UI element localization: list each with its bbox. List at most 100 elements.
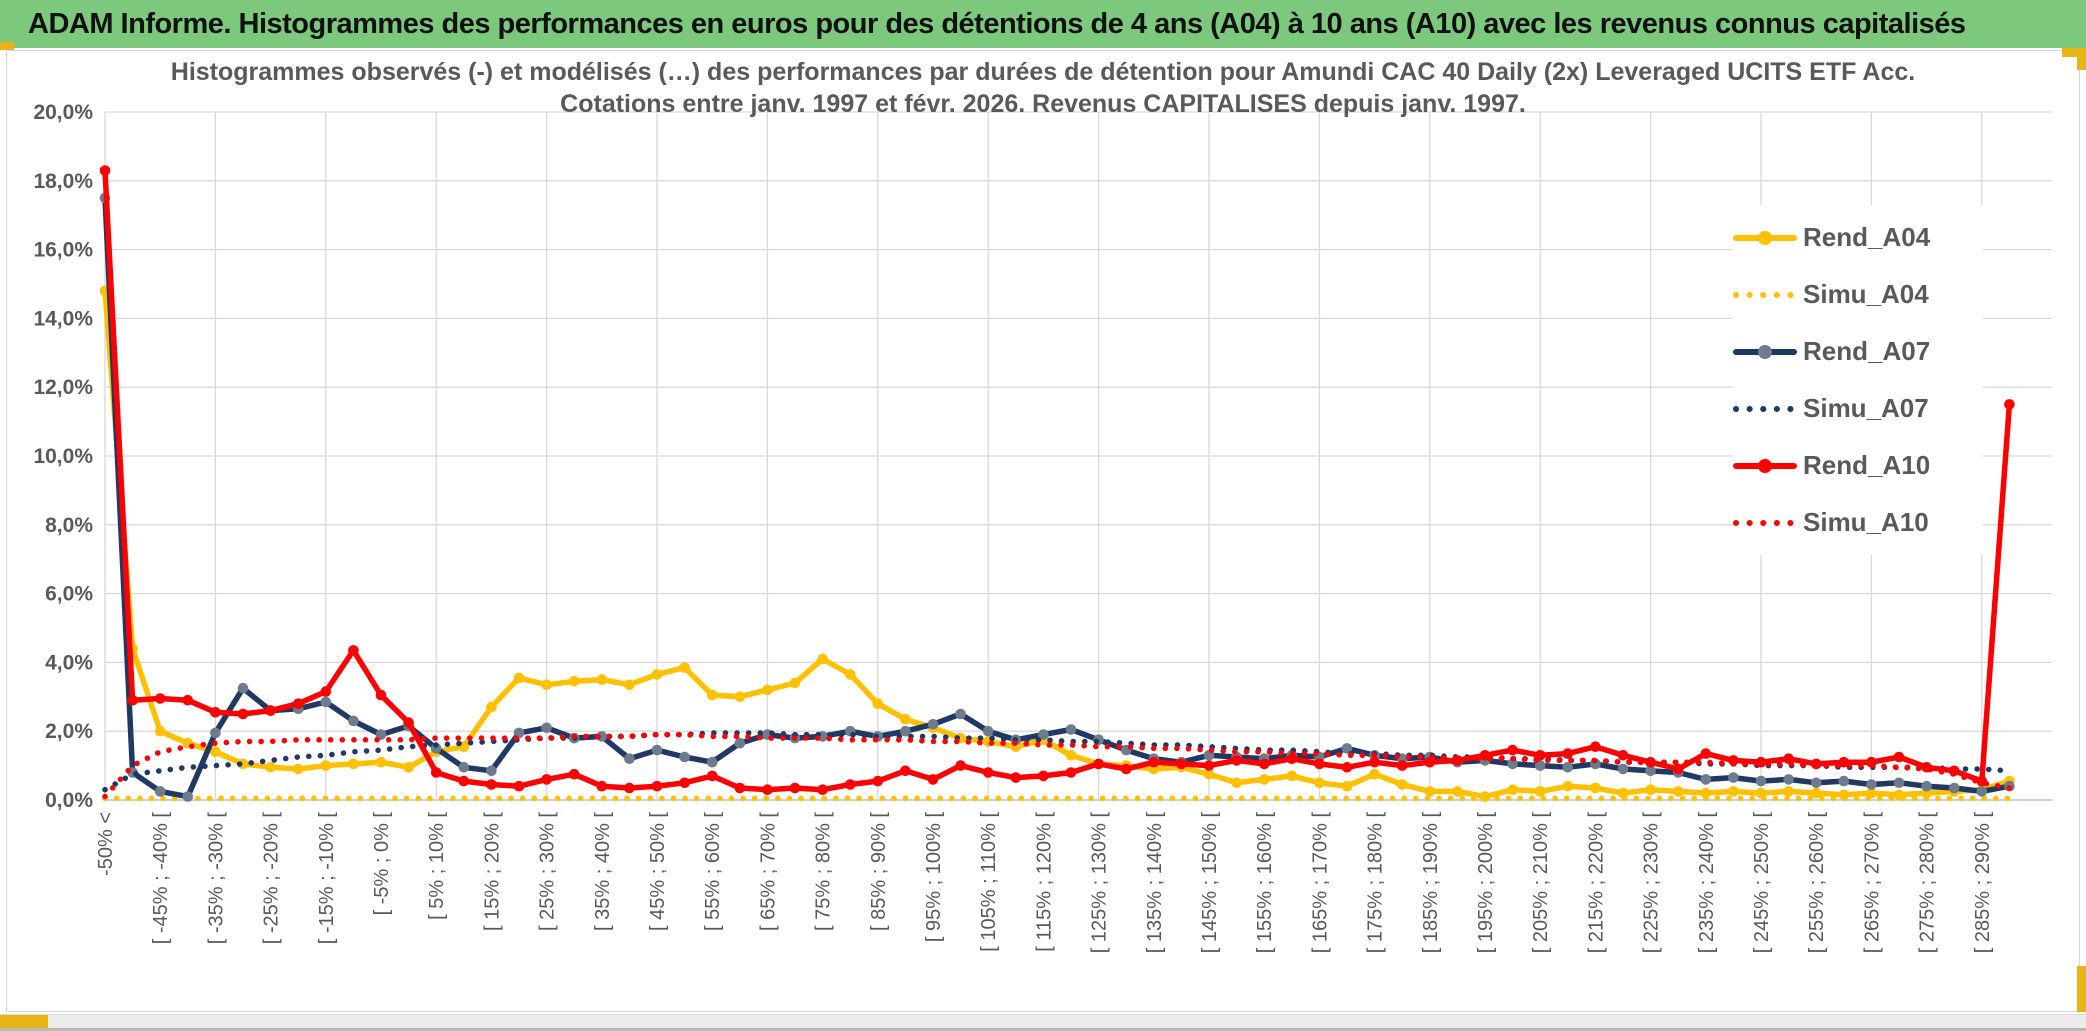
x-tick-label: [ -25% ; -20% [ [261, 812, 283, 945]
selection-handle-top-left[interactable] [0, 42, 14, 50]
data-point [900, 713, 911, 725]
data-point [99, 165, 111, 176]
data-point [320, 760, 332, 771]
selection-handle-right-edge[interactable] [2077, 48, 2086, 70]
legend-entry-Rend_A07[interactable]: Rend_A07 [1733, 323, 1983, 380]
x-tick-label: [ 85% ; 90% [ [868, 812, 890, 931]
data-point [320, 686, 332, 697]
x-tick-label: [ 145% ; 150% [ [1199, 812, 1221, 954]
data-point [1507, 744, 1518, 756]
scrollbar-thumb[interactable] [0, 1015, 48, 1028]
data-point [1065, 767, 1077, 778]
data-point [1120, 763, 1132, 775]
legend-key-icon [1733, 405, 1797, 412]
data-point [513, 780, 525, 792]
data-point [762, 784, 773, 795]
data-point [375, 756, 387, 768]
data-point [513, 672, 525, 684]
data-point [1038, 729, 1049, 740]
data-point [734, 691, 746, 703]
horizontal-scrollbar[interactable] [0, 1014, 2086, 1028]
data-point [651, 744, 663, 756]
data-point [1893, 751, 1905, 763]
x-tick-label: [ 65% ; 70% [ [757, 812, 779, 931]
data-point [568, 676, 580, 687]
selection-handle-top-right[interactable] [2062, 48, 2086, 57]
data-point [1258, 774, 1270, 785]
x-tick-label: [ 155% ; 160% [ [1254, 812, 1276, 954]
legend-entry-Rend_A04[interactable]: Rend_A04 [1733, 209, 1983, 266]
x-tick-label: [ 225% ; 230% [ [1641, 812, 1663, 954]
legend-label: Rend_A10 [1803, 450, 1931, 480]
data-point [1369, 768, 1380, 780]
data-point [1341, 780, 1353, 792]
data-point [900, 725, 911, 737]
data-point [1314, 758, 1325, 770]
data-point [541, 679, 552, 691]
data-point [458, 775, 470, 787]
data-point [1645, 765, 1656, 777]
y-tick-label: 10,0% [33, 445, 93, 468]
legend-entry-Simu_A04[interactable]: Simu_A04 [1733, 266, 1983, 323]
data-point [1645, 784, 1656, 795]
legend-label: Simu_A07 [1803, 393, 1929, 423]
series-line-Rend_A10[interactable] [102, 167, 2013, 793]
series-line-Rend_A04[interactable] [102, 288, 2013, 800]
data-point [1396, 760, 1408, 771]
series-Rend_A10[interactable] [99, 165, 2015, 795]
data-point [541, 722, 552, 734]
data-point [1866, 779, 1877, 790]
data-point [1314, 777, 1325, 789]
x-tick-label: [ 125% ; 130% [ [1089, 812, 1111, 954]
series-Rend_A04[interactable] [99, 285, 2015, 802]
data-point [1783, 786, 1794, 797]
series-line-Simu_A10[interactable] [102, 731, 2013, 800]
series-Rend_A07[interactable] [99, 192, 2015, 802]
x-tick-label: [ 45% ; 50% [ [647, 812, 669, 931]
data-point [486, 779, 497, 790]
data-point [706, 756, 718, 768]
x-tick-label: [ 35% ; 40% [ [592, 812, 614, 931]
data-point [1562, 780, 1574, 792]
data-point [1341, 743, 1353, 754]
data-point [596, 780, 608, 792]
x-tick-label: [ 55% ; 60% [ [702, 812, 724, 931]
legend-entry-Simu_A07[interactable]: Simu_A07 [1733, 380, 1983, 437]
chart-legend[interactable]: Rend_A04 Simu_A04 Rend_A07 Simu_A07 Rend_A10… [1733, 205, 1983, 555]
data-point [1838, 775, 1850, 787]
data-point [1672, 786, 1684, 797]
data-point [1010, 772, 1022, 783]
series-Simu_A10[interactable] [102, 731, 2013, 800]
legend-entry-Simu_A10[interactable]: Simu_A10 [1733, 494, 1983, 551]
data-point [872, 698, 884, 709]
data-point [541, 774, 552, 785]
data-point [348, 758, 359, 770]
x-tick-label: [ 115% ; 120% [ [1033, 812, 1055, 952]
data-point [1893, 777, 1905, 789]
x-tick-label: [ 185% ; 190% [ [1420, 812, 1442, 954]
series-markers-Rend_A07 [99, 192, 2015, 802]
y-tick-label: 12,0% [33, 376, 93, 399]
legend-entry-Rend_A10[interactable]: Rend_A10 [1733, 437, 1983, 494]
data-point [1093, 758, 1104, 770]
data-point [1507, 784, 1518, 795]
data-point [651, 780, 663, 792]
data-point [679, 777, 690, 789]
data-point [1148, 756, 1160, 768]
data-point [403, 717, 414, 728]
data-point [1810, 787, 1822, 799]
selection-handle-bottom-right[interactable] [2077, 966, 2086, 1012]
x-tick-label: [ 135% ; 140% [ [1144, 812, 1166, 954]
data-point [1728, 772, 1739, 783]
data-point [1507, 758, 1518, 770]
x-tick-label: [ 275% ; 280% [ [1917, 812, 1939, 954]
data-point [1258, 758, 1270, 770]
legend-key-icon [1733, 458, 1797, 473]
x-tick-label: [ 195% ; 200% [ [1475, 812, 1497, 954]
legend-label: Simu_A10 [1803, 507, 1929, 537]
data-point [734, 782, 746, 794]
data-point [762, 684, 773, 696]
x-tick-label: [ 5% ; 10% [ [426, 812, 448, 920]
data-point [734, 737, 746, 749]
